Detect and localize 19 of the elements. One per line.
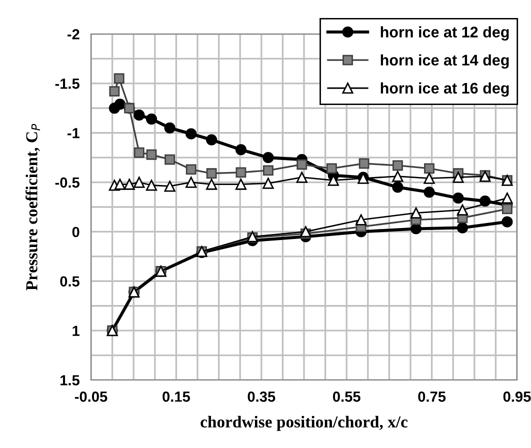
y-tick-label: -1.5 bbox=[55, 78, 80, 89]
x-tick-label: 0.95 bbox=[503, 391, 531, 402]
x-tick-label: 0.75 bbox=[418, 391, 446, 402]
x-tick-label: 0.55 bbox=[332, 391, 360, 402]
y-tick-label: 1 bbox=[72, 326, 80, 336]
x-axis-title: chordwise position/chord, x/c bbox=[200, 416, 408, 431]
x-tick-label: 0.15 bbox=[162, 391, 190, 402]
y-tick-label: 0.5 bbox=[60, 276, 80, 287]
y-tick-label: -1 bbox=[67, 128, 80, 138]
x-tick-label: -0.05 bbox=[74, 391, 108, 402]
legend-label: horn ice at 12 deg bbox=[380, 26, 509, 41]
y-tick-label: 0 bbox=[72, 226, 80, 238]
x-tick-label: 0.35 bbox=[248, 391, 276, 402]
y-tick-label: -2 bbox=[67, 29, 80, 40]
y-tick-label: 1.5 bbox=[60, 375, 80, 386]
legend-label: horn ice at 14 deg bbox=[380, 54, 509, 69]
y-tick-label: -0.5 bbox=[55, 177, 80, 188]
legend-label: horn ice at 16 deg bbox=[380, 82, 509, 97]
y-axis-title: Pressure coefficient, C$_{P}$ bbox=[25, 124, 40, 290]
